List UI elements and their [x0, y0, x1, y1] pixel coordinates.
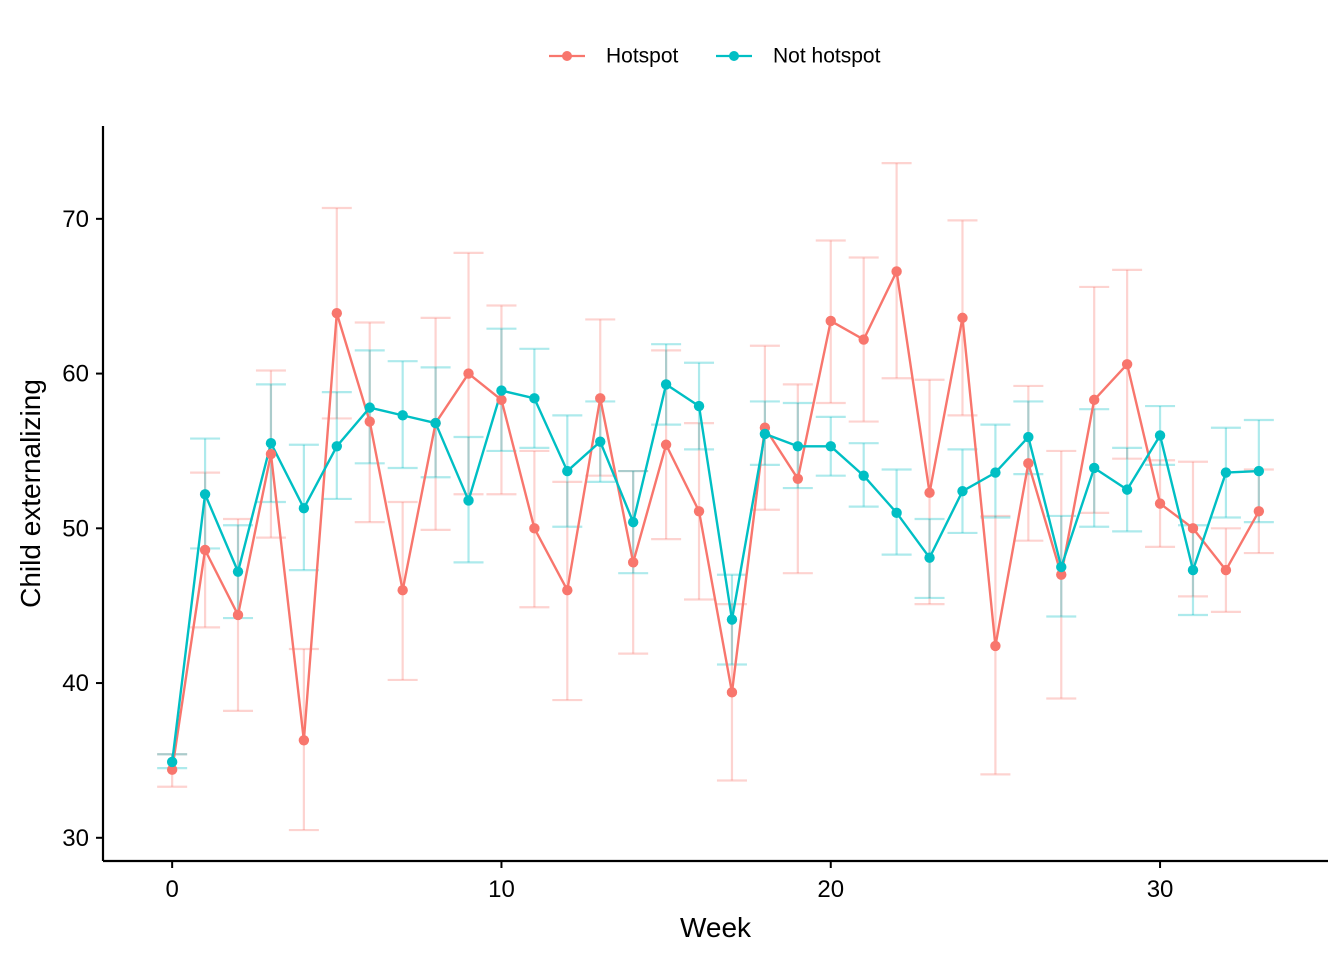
data-point-not-hotspot	[298, 503, 310, 514]
error-bars	[157, 162, 1274, 832]
data-point-not-hotspot	[529, 393, 540, 404]
data-point-hotspot	[1220, 564, 1232, 576]
data-point-hotspot	[1023, 458, 1034, 469]
y-axis-ticks: 30 40 50 60 70	[62, 206, 103, 852]
x-axis-title: Week	[680, 912, 752, 943]
data-point-not-hotspot	[166, 756, 178, 768]
data-point-not-hotspot	[364, 402, 375, 413]
series-line-hotspot	[170, 270, 1260, 770]
data-point-not-hotspot	[858, 470, 869, 481]
data-point-not-hotspot	[1187, 564, 1199, 576]
data-point-not-hotspot	[496, 385, 507, 396]
data-point-hotspot	[1056, 569, 1067, 580]
data-point-not-hotspot	[562, 465, 573, 477]
series-lines	[170, 270, 1260, 770]
data-point-hotspot	[693, 506, 705, 517]
data-point-not-hotspot	[1088, 462, 1100, 474]
legend-label-hotspot: Hotspot	[606, 45, 679, 68]
data-point-hotspot	[199, 544, 211, 556]
data-point-not-hotspot	[199, 489, 211, 500]
data-point-hotspot	[331, 308, 343, 319]
data-point-hotspot	[364, 416, 375, 427]
data-point-not-hotspot	[1023, 431, 1034, 443]
data-point-hotspot	[660, 439, 672, 450]
data-point-not-hotspot	[660, 379, 672, 390]
data-point-hotspot	[924, 487, 935, 498]
x-tick-label: 0	[165, 876, 178, 903]
data-point-not-hotspot	[265, 438, 277, 449]
data-point-not-hotspot	[232, 566, 244, 577]
data-point-hotspot	[496, 394, 507, 406]
data-point-hotspot	[1154, 498, 1166, 509]
legend-item-hotspot: Hotspot	[549, 45, 679, 68]
data-point-hotspot	[1121, 359, 1133, 370]
x-tick-label: 10	[488, 876, 515, 903]
data-point-hotspot	[825, 315, 836, 327]
y-tick-label: 30	[62, 825, 89, 852]
data-point-not-hotspot	[792, 441, 804, 452]
data-point-hotspot	[858, 334, 869, 345]
data-point-not-hotspot	[1154, 430, 1166, 441]
legend-item-not-hotspot: Not hotspot	[716, 45, 881, 68]
data-point-not-hotspot	[430, 417, 441, 429]
data-point-not-hotspot	[1121, 484, 1133, 495]
data-point-hotspot	[627, 557, 639, 568]
y-tick-label: 60	[62, 361, 89, 388]
y-tick-label: 70	[62, 206, 89, 233]
data-point-not-hotspot	[891, 507, 902, 519]
data-point-not-hotspot	[957, 485, 968, 497]
data-point-hotspot	[562, 585, 573, 596]
x-tick-label: 20	[817, 876, 844, 903]
data-point-not-hotspot	[397, 410, 408, 421]
data-point-hotspot	[891, 266, 902, 277]
data-point-hotspot	[529, 523, 540, 534]
series-line-not-hotspot	[170, 383, 1259, 763]
data-point-not-hotspot	[1220, 467, 1232, 478]
data-point-hotspot	[792, 473, 804, 484]
legend-label-not-hotspot: Not hotspot	[773, 45, 881, 68]
data-point-hotspot	[166, 764, 178, 775]
data-point-hotspot	[957, 312, 968, 324]
axes: 0 10 20 30 30 40 50 60 70 Week Child externaliz…	[15, 126, 1328, 943]
data-point-not-hotspot	[990, 467, 1001, 478]
legend-key-dot-hotspot	[562, 51, 572, 61]
data-point-not-hotspot	[1253, 465, 1265, 477]
y-tick-label: 50	[62, 515, 89, 542]
y-tick-label: 40	[62, 670, 89, 697]
data-point-not-hotspot	[595, 436, 606, 447]
data-point-hotspot	[397, 585, 408, 596]
data-point-hotspot	[990, 640, 1001, 652]
data-point-not-hotspot	[759, 428, 771, 440]
data-point-hotspot	[595, 393, 606, 404]
data-point-not-hotspot	[627, 516, 639, 528]
data-point-not-hotspot	[924, 552, 935, 563]
data-point-hotspot	[463, 368, 474, 379]
data-point-hotspot	[1088, 394, 1100, 406]
data-point-not-hotspot	[693, 400, 705, 412]
data-point-hotspot	[1187, 523, 1199, 534]
data-point-not-hotspot	[1056, 561, 1067, 573]
data-point-hotspot	[265, 448, 277, 460]
data-points	[166, 266, 1265, 775]
data-point-hotspot	[232, 609, 244, 621]
data-point-hotspot	[1253, 506, 1265, 517]
data-point-hotspot	[298, 735, 310, 746]
data-point-not-hotspot	[726, 614, 738, 625]
data-point-not-hotspot	[463, 495, 474, 506]
data-point-hotspot	[726, 687, 738, 698]
x-axis-ticks: 0 10 20 30	[165, 861, 1173, 903]
legend-key-dot-not-hotspot	[729, 51, 739, 61]
y-axis-title: Child externalizing	[15, 379, 46, 608]
legend: Hotspot Not hotspot	[549, 45, 881, 68]
data-point-not-hotspot	[825, 441, 836, 452]
data-point-not-hotspot	[331, 441, 343, 452]
x-tick-label: 30	[1147, 876, 1174, 903]
